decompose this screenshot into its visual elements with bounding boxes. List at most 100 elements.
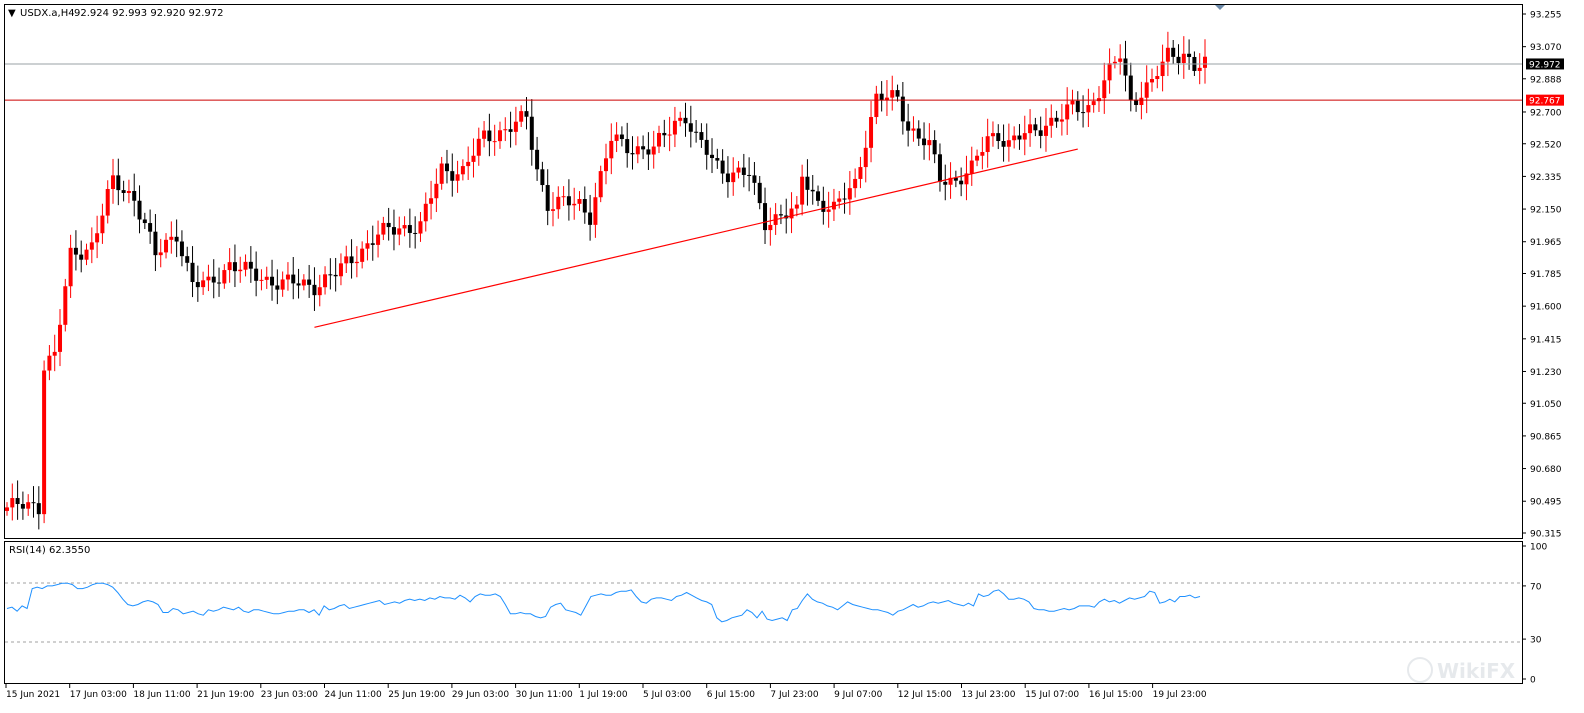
candle-body [768, 224, 773, 231]
current-price-tag [1526, 58, 1564, 70]
candle-body [1001, 141, 1006, 147]
candle-body [402, 225, 407, 229]
candle-body [625, 139, 630, 154]
candle-body [535, 149, 540, 170]
time-axis-label: 7 Jul 23:00 [770, 690, 819, 700]
candle-body [916, 128, 921, 139]
rsi-axis-label: 70 [1530, 582, 1542, 592]
candle-body [937, 154, 942, 182]
time-axis: 15 Jun 2021 17 Jun 03:00 18 Jun 11:00 21 Ju… [5, 684, 1207, 700]
rsi-line [6, 582, 1201, 623]
candle-body [1118, 58, 1123, 62]
candle-body [153, 231, 158, 256]
current-price-label: 92.972 [1529, 60, 1561, 70]
candle-body [853, 178, 858, 189]
candle-body [725, 173, 730, 183]
candle-body [646, 149, 651, 155]
candle-body [206, 276, 211, 281]
candle-body [545, 185, 550, 211]
candle-body [164, 239, 169, 253]
candle-body [932, 140, 937, 155]
candle-body [911, 128, 916, 131]
candle-body [800, 176, 805, 205]
candle-body [778, 214, 783, 216]
candle-body [1033, 124, 1038, 131]
candle-body [349, 256, 354, 264]
symbol-dropdown-icon[interactable]: ▼ [8, 8, 16, 19]
candle-body [566, 196, 571, 206]
candle-body [105, 188, 110, 216]
candle-body [556, 196, 561, 210]
candle-body [455, 174, 460, 181]
candle-body [1144, 82, 1149, 98]
candle-body [68, 247, 73, 287]
candle-body [1112, 61, 1117, 64]
price-axis-label: 92.520 [1530, 140, 1562, 150]
price-axis-label: 91.965 [1530, 238, 1562, 248]
candle-body [1102, 80, 1107, 99]
candle-body [148, 223, 153, 232]
candle-body [365, 243, 370, 249]
candle-body [1149, 79, 1154, 83]
candle-body [280, 279, 285, 290]
candle-body [10, 498, 15, 508]
candle-body [1022, 133, 1027, 140]
candle-body [948, 177, 953, 185]
time-axis-label: 21 Jun 19:00 [197, 690, 254, 700]
candle-body [1059, 119, 1064, 122]
candle-body [1181, 53, 1186, 64]
candle-body [312, 284, 317, 296]
candle-body [291, 274, 296, 284]
candle-body [333, 274, 338, 277]
candle-body [444, 163, 449, 172]
candle-body [317, 287, 322, 296]
candle-body [763, 203, 768, 231]
candle-body [837, 198, 842, 202]
candle-body [874, 93, 879, 118]
candle-body [179, 241, 184, 257]
time-axis-label: 12 Jul 15:00 [898, 690, 952, 700]
candle-body [1197, 67, 1202, 71]
price-axis-label: 90.495 [1530, 498, 1562, 508]
candle-body [890, 90, 895, 98]
candle-body [794, 204, 799, 209]
candle-body [884, 97, 889, 101]
time-axis-label: 24 Jun 11:00 [325, 690, 382, 700]
candle-body [1043, 125, 1048, 136]
candle-body [662, 132, 667, 136]
candle-body [826, 209, 831, 212]
candle-body [227, 262, 232, 271]
candle-body [503, 129, 508, 131]
candle-body [466, 161, 471, 167]
candle-body [211, 276, 216, 283]
candle-body [678, 117, 683, 121]
candle-body [275, 285, 280, 290]
candle-body [1054, 117, 1059, 122]
candle-body [1070, 100, 1075, 105]
candle-body [550, 209, 555, 211]
candle-body [577, 199, 582, 204]
candle-body [1203, 56, 1207, 68]
candle-body [657, 132, 662, 147]
candle-body [805, 176, 810, 190]
candle-body [370, 243, 375, 245]
candle-body [1017, 135, 1022, 140]
candle-body [821, 200, 826, 212]
candle-body [572, 203, 577, 206]
candle-body [619, 134, 624, 140]
candle-body [985, 136, 990, 153]
candle-body [84, 249, 89, 260]
candle-body [704, 139, 709, 155]
candle-body [391, 227, 396, 235]
candle-body [710, 154, 715, 159]
price-axis-label: 90.680 [1530, 465, 1562, 475]
candle-body [100, 215, 105, 234]
chart-shift-marker-icon[interactable] [1215, 5, 1225, 10]
candle-body [307, 279, 312, 285]
candle-body [63, 286, 68, 325]
candle-body [519, 111, 524, 122]
candle-body [42, 370, 47, 515]
svg-text:WikiFX: WikiFX [1437, 659, 1516, 683]
candle-body [996, 133, 1001, 142]
candle-body [418, 221, 423, 234]
